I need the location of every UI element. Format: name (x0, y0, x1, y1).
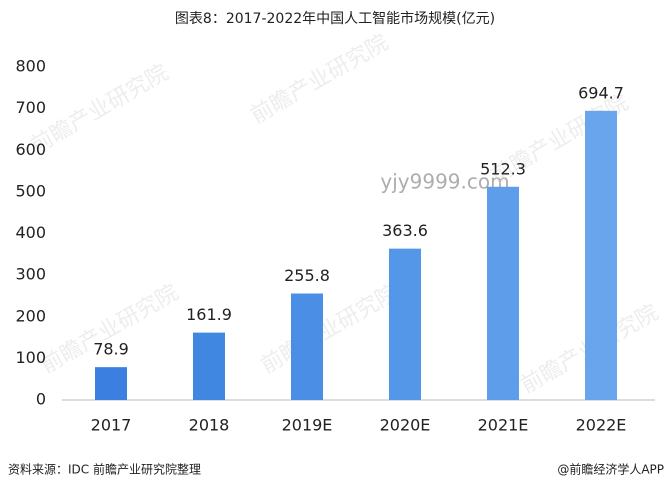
brand-watermark: 前瞻产业研究院 (247, 30, 393, 129)
brand-watermark: 前瞻产业研究院 (257, 280, 403, 379)
x-tick-label: 2017 (91, 416, 132, 435)
x-tick-label: 2021E (478, 416, 529, 435)
x-tick-label: 2022E (576, 416, 627, 435)
bar (585, 110, 617, 401)
y-tick-label: 300 (15, 265, 46, 284)
value-label: 255.8 (284, 266, 330, 285)
source: 资料来源：IDC 前瞻产业研究院整理 (8, 462, 201, 477)
value-label: 161.9 (186, 305, 232, 324)
bar (487, 186, 519, 400)
bar (389, 248, 421, 400)
y-tick-label: 600 (15, 140, 46, 159)
bar (95, 367, 127, 400)
brand-watermark: 前瞻产业研究院 (37, 280, 183, 379)
bar (291, 293, 323, 400)
y-tick-label: 0 (36, 390, 46, 409)
y-tick-label: 700 (15, 98, 46, 117)
chart-title: 图表8：2017-2022年中国人工智能市场规模(亿元) (175, 10, 495, 27)
value-label: 694.7 (578, 83, 624, 102)
credit: @前瞻经济学人APP (557, 462, 664, 477)
y-tick-label: 800 (15, 57, 46, 76)
y-tick-label: 100 (15, 348, 46, 367)
x-tick-label: 2018 (189, 416, 230, 435)
value-label: 512.3 (480, 159, 526, 178)
y-tick-label: 200 (15, 306, 46, 325)
value-label: 363.6 (382, 221, 428, 240)
y-tick-label: 400 (15, 223, 46, 242)
y-tick-label: 500 (15, 181, 46, 200)
x-tick-label: 2020E (380, 416, 431, 435)
brand-watermark: 前瞻产业研究院 (27, 60, 173, 159)
x-tick-label: 2019E (282, 416, 333, 435)
value-label: 78.9 (93, 340, 129, 359)
bar (193, 332, 225, 400)
